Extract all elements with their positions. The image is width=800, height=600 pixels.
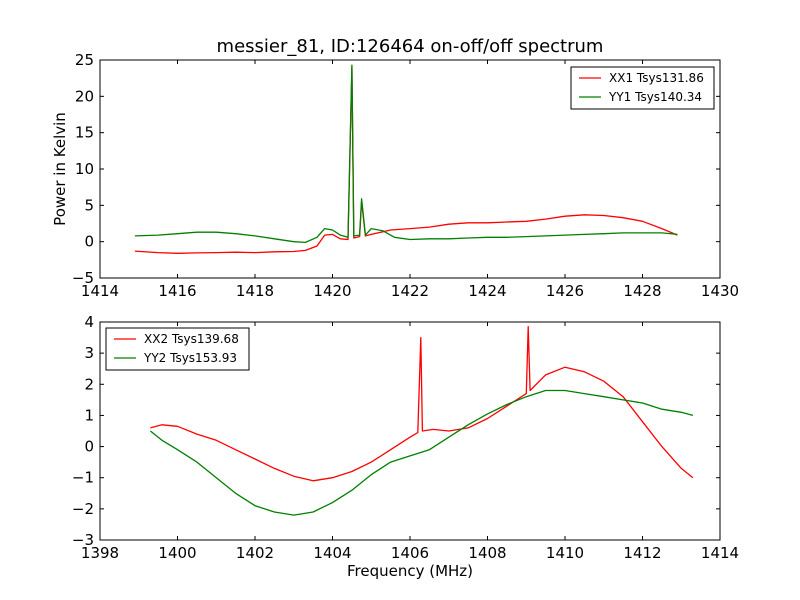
y-tick-label: 1: [84, 406, 94, 424]
x-tick-label: 1420: [313, 282, 351, 300]
x-tick-label: 1414: [81, 282, 119, 300]
y-tick-label: −1: [72, 469, 94, 487]
y-tick-label: 3: [84, 344, 94, 362]
y-tick-label: 0: [84, 438, 94, 456]
series-line-2: [134, 64, 678, 244]
y-tick-label: −3: [72, 531, 94, 549]
legend-label: XX2 Tsys139.68: [144, 332, 239, 346]
series-group: [134, 64, 678, 254]
chart-title: messier_81, ID:126464 on-off/off spectru…: [217, 36, 604, 57]
x-tick-label: 1424: [468, 282, 506, 300]
x-tick-label: 1414: [701, 544, 739, 562]
y-tick-label: 15: [75, 124, 94, 142]
y-tick-label: 5: [84, 196, 94, 214]
legend-box: [570, 66, 715, 110]
legend-box: [105, 327, 250, 371]
y-tick-label: 2: [84, 375, 94, 393]
x-tick-label: 1410: [546, 544, 584, 562]
series-line-2: [149, 389, 694, 516]
x-tick-label: 1426: [546, 282, 584, 300]
x-tick-label: 1430: [701, 282, 739, 300]
y-tick-label: −2: [72, 500, 94, 518]
y-tick-label: −5: [72, 269, 94, 287]
legend: XX2 Tsys139.68 YY2 Tsys153.93: [105, 327, 250, 371]
x-tick-label: 1404: [313, 544, 351, 562]
x-tick-label: 1400: [158, 544, 196, 562]
y-tick-label: 0: [84, 233, 94, 251]
x-axis-label: Frequency (MHz): [347, 562, 473, 580]
y-tick-label: 20: [75, 87, 94, 105]
y-tick-label: 4: [84, 313, 94, 331]
series-group: [149, 326, 694, 516]
panel-2: 1398 1400 1402 1404 1406 1408 1410 1412 1414−3−2…: [72, 313, 739, 580]
x-tick-label: 1408: [468, 544, 506, 562]
x-tick-label: 1412: [623, 544, 661, 562]
legend: XX1 Tsys131.86 YY1 Tsys140.34: [570, 66, 715, 110]
panel-1: 1414 1416 1418 1420 1422 1424 1426 1428 1430 −5 0 5…: [51, 36, 739, 300]
x-tick-label: 1422: [391, 282, 429, 300]
x-tick-label: 1402: [236, 544, 274, 562]
series-line-1: [150, 326, 694, 482]
x-tick-label: 1418: [236, 282, 274, 300]
y-tick-label: 10: [75, 160, 94, 178]
legend-label: XX1 Tsys131.86: [609, 71, 704, 85]
legend-label: YY1 Tsys140.34: [608, 90, 702, 104]
y-tick-label: 25: [75, 51, 94, 69]
x-tick-label: 1428: [623, 282, 661, 300]
x-tick-label: 1406: [391, 544, 429, 562]
x-tick-label: 1416: [158, 282, 196, 300]
y-axis-label: Power in Kelvin: [51, 112, 69, 226]
legend-label: YY2 Tsys153.93: [143, 351, 237, 365]
x-tick-label: 1398: [81, 544, 119, 562]
